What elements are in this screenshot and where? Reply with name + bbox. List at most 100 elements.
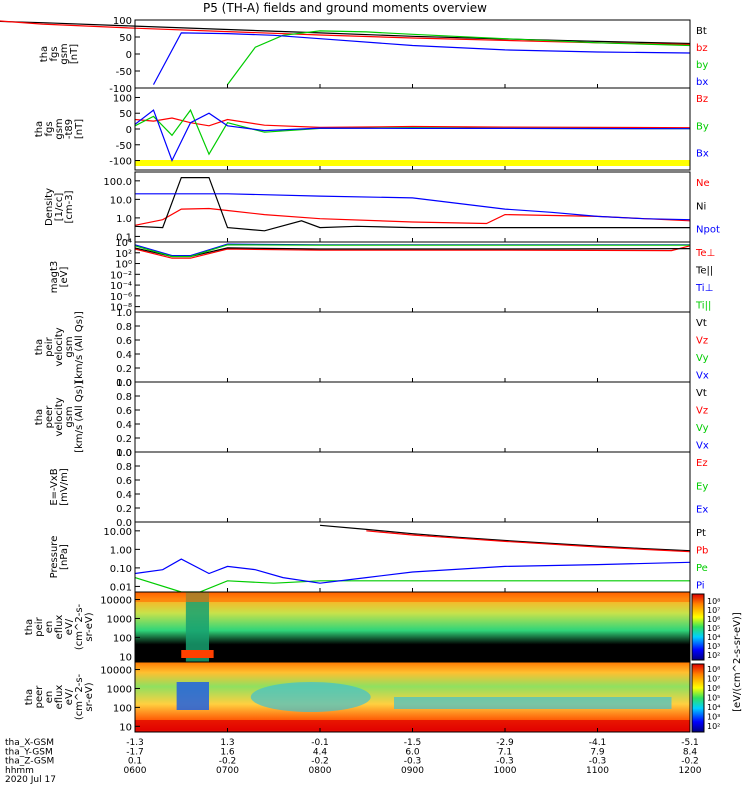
legend-bx: bx <box>696 77 708 88</box>
legend-Ex: Ex <box>696 505 708 516</box>
y-axis-label: [km/s (All Qs)] <box>74 311 85 383</box>
ephemeris-value: -0.3 <box>404 757 422 767</box>
y-axis-label: [cm-3] <box>64 190 75 223</box>
colorbar-tick: 10⁴ <box>707 633 720 642</box>
y-axis-label: gsm <box>64 336 75 357</box>
y-axis-label: peer <box>44 405 55 429</box>
y-tick-label: 1000 <box>107 684 132 695</box>
y-axis-label: Pressure <box>49 536 60 579</box>
y-axis-label: tha <box>24 619 35 635</box>
panel-efield <box>134 451 691 523</box>
colorbar-bottom <box>691 663 705 733</box>
series-line-Bt <box>0 20 691 45</box>
panel-fgs_gsm <box>0 19 691 89</box>
y-axis-label: velocity <box>54 397 65 436</box>
ephemeris-value: -0.2 <box>311 757 329 767</box>
y-tick-label: 50 <box>119 33 132 44</box>
colorbar-label: [eV/(cm^2-s-sr-eV)] <box>732 612 743 712</box>
legend-bz: bz <box>696 43 708 54</box>
y-tick-label: 0.8 <box>116 322 132 333</box>
legend-Ni: Ni <box>696 201 706 212</box>
legend-Vy: Vy <box>696 423 709 434</box>
panel-frame <box>134 171 691 243</box>
y-tick-label: 0.4 <box>116 490 132 501</box>
y-tick-label: 100 <box>113 703 132 714</box>
panel-pressure <box>134 521 691 593</box>
colorbar-tick: 10⁵ <box>707 694 720 703</box>
ephemeris-value: 0800 <box>309 766 332 776</box>
ephemeris-value: 7.1 <box>498 747 512 757</box>
series-line-Npot <box>135 193 691 221</box>
legend-Te||: Te|| <box>695 266 713 277</box>
y-tick-label: 10⁻⁴ <box>110 281 132 292</box>
y-tick-label: 0.6 <box>116 406 132 417</box>
y-axis-label: [nT] <box>74 119 85 139</box>
ephemeris-value: -0.3 <box>589 757 607 767</box>
ephemeris-value: 4.4 <box>313 747 328 757</box>
panel-frame <box>134 521 691 593</box>
ephemeris-value: -1.7 <box>126 747 144 757</box>
ephemeris-value: 0700 <box>216 766 239 776</box>
y-axis-label: (cm^2-s- <box>74 603 85 650</box>
ephemeris-value: 6.0 <box>405 747 420 757</box>
y-axis-label: [eV] <box>59 267 70 288</box>
series-line-Ne <box>134 207 691 226</box>
y-axis-label: (cm^2-s- <box>74 673 85 720</box>
y-tick-label: 0.0 <box>116 518 132 529</box>
y-axis-label: gsm <box>54 118 65 139</box>
y-tick-label: 10 <box>119 652 132 663</box>
y-tick-label: 10000 <box>100 666 132 677</box>
ephemeris-value: 1000 <box>494 766 517 776</box>
y-axis-label: peir <box>44 336 55 356</box>
y-axis-label: [mV/m] <box>59 468 70 506</box>
y-axis-label: tha <box>24 689 35 705</box>
y-axis-label: en <box>44 691 55 704</box>
ephemeris-label: tha_Z-GSM <box>5 757 54 767</box>
spectrogram-band <box>185 592 209 662</box>
series-line-Pt <box>319 524 691 552</box>
y-tick-label: 0.8 <box>116 392 132 403</box>
panel-fgs_gsm_t89 <box>134 87 691 171</box>
legend-by: by <box>696 60 708 71</box>
ephemeris-value: -1.3 <box>126 738 144 748</box>
series-line-By <box>134 108 691 156</box>
y-tick-label: 100 <box>113 16 132 27</box>
spectrogram-band <box>250 682 371 712</box>
legend-Vt: Vt <box>696 318 707 329</box>
y-axis-label: eflux <box>54 615 65 640</box>
spectrogram-band <box>394 697 672 709</box>
y-tick-label: 100 <box>113 93 132 104</box>
y-axis-label: sr-eV) <box>84 682 95 711</box>
legend-Pt: Pt <box>696 528 706 539</box>
y-axis-label: tha <box>39 46 50 62</box>
legend-Ti⊥: Ti⊥ <box>695 283 713 294</box>
panel-peir_velocity <box>134 311 691 383</box>
y-tick-label: 0.6 <box>116 476 132 487</box>
ephemeris-value: -0.3 <box>496 757 514 767</box>
panel-temperature <box>134 241 691 313</box>
legend-Ne: Ne <box>696 178 710 189</box>
series-line-Bz <box>134 117 691 129</box>
panel-frame <box>134 311 691 383</box>
y-tick-label: 0.2 <box>116 434 132 445</box>
y-tick-label: 10000 <box>100 596 132 607</box>
y-tick-label: 1.0 <box>116 214 132 225</box>
ephemeris-value: 1.6 <box>220 747 235 757</box>
y-tick-label: 100 <box>113 633 132 644</box>
y-tick-label: 0 <box>126 50 132 61</box>
y-axis-label: magt3 <box>49 261 60 294</box>
colorbar-tick: 10⁶ <box>707 615 720 624</box>
y-axis-label: eV/ <box>64 688 75 705</box>
y-axis-label: en <box>44 621 55 634</box>
y-axis-label: tha <box>34 121 45 137</box>
panel-frame <box>134 451 691 523</box>
legend-Vz: Vz <box>696 406 708 417</box>
y-tick-label: 1.0 <box>116 308 132 319</box>
colorbar-tick: 10³ <box>707 642 720 651</box>
panel-frame <box>134 19 691 89</box>
y-axis-label: tha <box>34 409 45 425</box>
y-axis-label: [1/cc] <box>54 193 65 222</box>
ephemeris-value: -0.1 <box>311 738 329 748</box>
panel-peer_velocity <box>134 381 691 453</box>
legend-Bx: Bx <box>696 149 709 160</box>
